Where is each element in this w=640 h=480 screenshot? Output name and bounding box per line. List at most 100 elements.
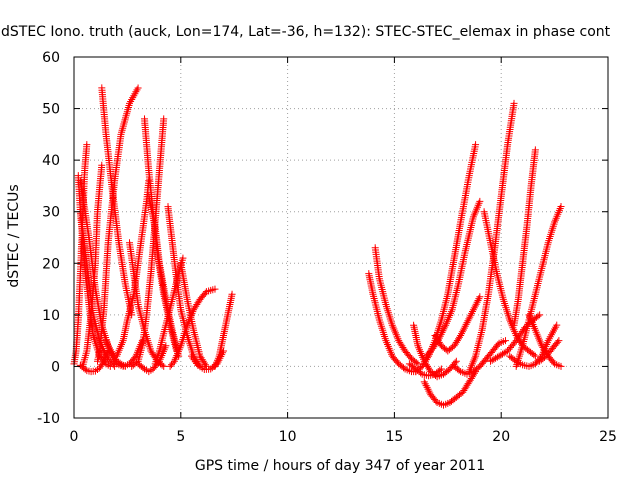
data-point: [513, 335, 521, 343]
series-21: [365, 270, 420, 376]
y-axis-label: dSTEC / TECUs: [6, 184, 22, 287]
x-tick-label: 10: [279, 429, 297, 445]
data-point: [509, 340, 517, 348]
data-point: [406, 353, 414, 361]
series-17: [166, 285, 219, 370]
y-tick-label: 30: [42, 205, 60, 221]
y-tick-label: 20: [42, 256, 60, 272]
data-point: [501, 337, 509, 345]
series-29: [450, 337, 509, 378]
data-point: [424, 385, 432, 393]
y-tick-label: 50: [42, 102, 60, 118]
data-point: [553, 321, 561, 329]
data-point: [467, 311, 475, 319]
series-20: [211, 290, 236, 370]
series-trace: [415, 144, 477, 373]
data-point: [451, 359, 459, 367]
x-axis-label: GPS time / hours of day 347 of year 2011: [195, 458, 485, 474]
data-point: [554, 338, 562, 346]
x-tick-label: 5: [176, 429, 185, 445]
data-point: [557, 362, 565, 370]
data-point: [201, 361, 209, 369]
data-point: [438, 329, 446, 336]
data-point: [422, 382, 430, 390]
y-tick-label: 0: [51, 359, 60, 375]
data-point: [504, 347, 512, 355]
y-tick-label: -10: [37, 411, 60, 427]
data-point: [139, 364, 147, 372]
data-point: [414, 360, 422, 368]
series-11: [128, 115, 168, 370]
series-layer: [70, 84, 565, 409]
data-point: [476, 293, 484, 301]
chart-title: dSTEC Iono. truth (auck, Lon=174, Lat=-3…: [1, 24, 611, 40]
data-point: [531, 352, 539, 360]
data-point: [160, 362, 168, 370]
data-point: [505, 345, 513, 353]
series-26: [420, 368, 480, 409]
axis-tick-labels: 0 5 10 15 20 25 -10 0 10 20 30 40 50 60: [37, 50, 617, 445]
x-tick-label: 0: [70, 429, 79, 445]
data-point: [512, 337, 520, 345]
data-point: [168, 361, 175, 369]
data-point: [108, 359, 116, 367]
data-point: [166, 362, 174, 370]
y-tick-label: 40: [42, 153, 60, 169]
data-point: [472, 141, 480, 149]
data-point: [555, 337, 563, 345]
data-point: [473, 298, 481, 306]
series-9: [113, 177, 153, 360]
y-tick-label: 10: [42, 308, 60, 324]
data-point: [471, 302, 479, 310]
data-point: [462, 320, 470, 328]
data-point: [169, 359, 177, 367]
series-36: [525, 311, 565, 370]
series-34: [512, 203, 565, 370]
data-point: [469, 308, 476, 315]
data-point: [437, 365, 445, 373]
data-point: [228, 290, 236, 298]
data-point: [534, 312, 542, 320]
x-tick-label: 20: [492, 429, 510, 445]
data-point: [160, 115, 168, 123]
series-18: [177, 259, 210, 370]
series-30: [465, 99, 518, 376]
x-tick-label: 15: [385, 429, 403, 445]
data-point: [469, 306, 477, 314]
data-point: [441, 323, 449, 331]
y-tick-label: 60: [42, 50, 60, 66]
data-point: [511, 338, 519, 346]
x-tick-label: 25: [599, 429, 617, 445]
series-25: [412, 141, 480, 376]
series-28: [431, 293, 484, 355]
data-point: [106, 357, 114, 365]
data-point: [456, 333, 463, 341]
data-point: [557, 203, 565, 211]
series-27: [422, 197, 484, 360]
data-point: [531, 146, 539, 154]
data-point: [536, 311, 544, 319]
data-point: [400, 364, 407, 372]
data-point: [211, 285, 219, 293]
data-point: [83, 141, 91, 149]
data-point: [510, 99, 518, 107]
series-37: [536, 337, 563, 365]
data-point: [475, 295, 483, 303]
data-point: [134, 84, 142, 92]
series-5: [79, 161, 106, 370]
series-35: [510, 146, 539, 329]
data-point: [162, 342, 170, 350]
data-point: [191, 358, 199, 366]
data-point: [439, 327, 447, 335]
data-point: [460, 324, 468, 332]
data-point: [452, 357, 460, 365]
data-point: [476, 197, 484, 205]
data-point: [189, 354, 197, 362]
series-6: [94, 84, 142, 365]
data-point: [98, 161, 106, 169]
data-point: [455, 366, 463, 374]
series-31: [480, 208, 539, 360]
series-trace: [374, 247, 419, 365]
series-22: [371, 244, 422, 368]
